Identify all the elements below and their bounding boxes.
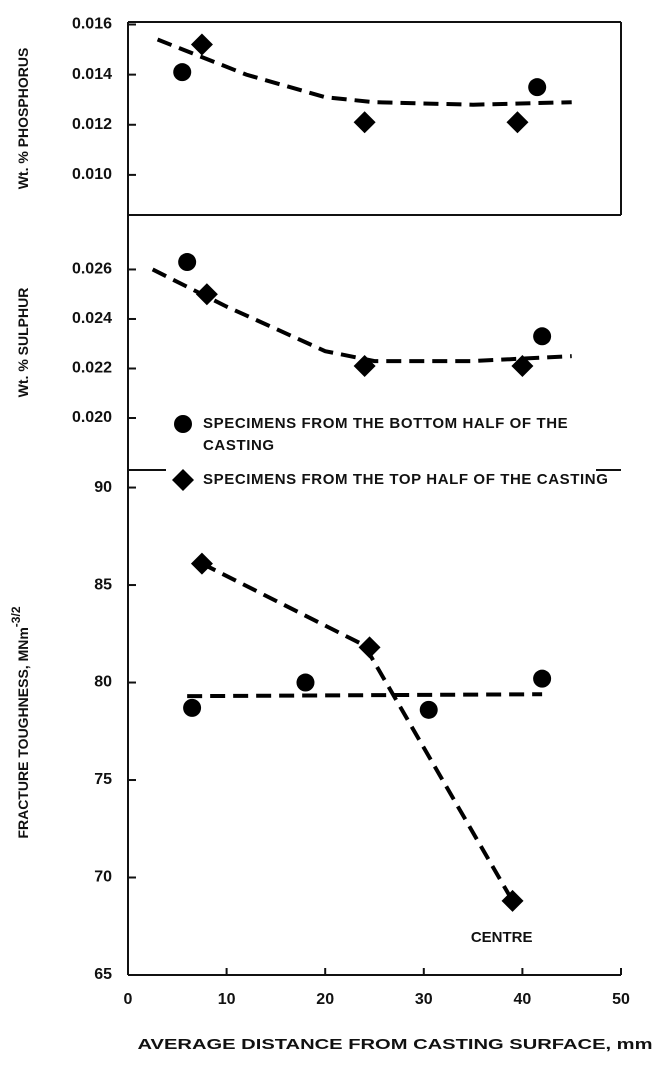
data-point bbox=[296, 673, 315, 692]
y-tick-label: 0.020 bbox=[72, 409, 112, 426]
data-point bbox=[190, 552, 213, 575]
y-tick-label: 80 bbox=[94, 674, 112, 691]
data-point bbox=[195, 283, 218, 306]
x-tick-label: 40 bbox=[514, 991, 532, 1008]
data-point bbox=[183, 698, 202, 717]
x-tick-label: 0 bbox=[124, 991, 133, 1008]
data-point bbox=[190, 33, 213, 56]
legend-label: SPECIMENS FROM THE TOP HALF OF THE CASTI… bbox=[203, 471, 609, 488]
data-point bbox=[172, 469, 194, 491]
data-point bbox=[501, 889, 524, 912]
y-tick-label: 85 bbox=[94, 576, 112, 593]
y-axis-label: Wt. % PHOSPHORUS bbox=[15, 48, 31, 190]
data-point bbox=[174, 415, 192, 433]
data-point bbox=[353, 355, 376, 378]
data-point bbox=[533, 327, 552, 346]
y-axis-label-text: FRACTURE TOUGHNESS, MNm bbox=[15, 627, 31, 838]
y-tick-label: 75 bbox=[94, 771, 112, 788]
data-point bbox=[511, 355, 534, 378]
fit-line bbox=[151, 267, 572, 364]
fit-line bbox=[201, 561, 515, 902]
data-point bbox=[506, 111, 529, 134]
data-point bbox=[528, 78, 547, 97]
y-tick-label: 0.026 bbox=[72, 261, 112, 278]
x-tick-label: 50 bbox=[612, 991, 630, 1008]
x-tick-label: 30 bbox=[415, 991, 433, 1008]
y-axis-label-superscript: -3/2 bbox=[9, 606, 23, 627]
y-tick-label: 0.014 bbox=[72, 66, 112, 83]
x-axis-label: AVERAGE DISTANCE FROM CASTING SURFACE, m… bbox=[138, 1036, 653, 1053]
y-tick-label: 0.024 bbox=[72, 310, 112, 327]
data-point bbox=[353, 111, 376, 134]
data-point bbox=[173, 63, 192, 82]
data-point bbox=[533, 669, 552, 688]
y-tick-label: 0.010 bbox=[72, 166, 112, 183]
fit-line bbox=[187, 692, 543, 699]
data-point bbox=[178, 253, 197, 272]
y-axis-label-text: Wt. % SULPHUR bbox=[15, 288, 31, 398]
y-axis-label: FRACTURE TOUGHNESS, MNm-3/2 bbox=[9, 606, 31, 838]
y-tick-label: 0.016 bbox=[72, 16, 112, 33]
x-tick-label: 10 bbox=[218, 991, 236, 1008]
y-tick-label: 0.012 bbox=[72, 116, 112, 133]
data-point bbox=[419, 700, 438, 719]
y-axis-label: Wt. % SULPHUR bbox=[15, 288, 31, 398]
y-tick-label: 90 bbox=[94, 479, 112, 496]
y-tick-label: 70 bbox=[94, 869, 112, 886]
y-tick-label: 65 bbox=[94, 966, 112, 983]
fit-line bbox=[156, 37, 572, 107]
annotation: CENTRE bbox=[471, 929, 533, 946]
y-axis-label-text: Wt. % PHOSPHORUS bbox=[15, 48, 31, 190]
x-tick-label: 20 bbox=[316, 991, 334, 1008]
legend-background bbox=[166, 466, 596, 512]
legend-background bbox=[166, 410, 596, 456]
data-point bbox=[358, 636, 381, 659]
legend-label: SPECIMENS FROM THE BOTTOM HALF OF THE CA… bbox=[203, 415, 573, 454]
y-tick-label: 0.022 bbox=[72, 360, 112, 377]
